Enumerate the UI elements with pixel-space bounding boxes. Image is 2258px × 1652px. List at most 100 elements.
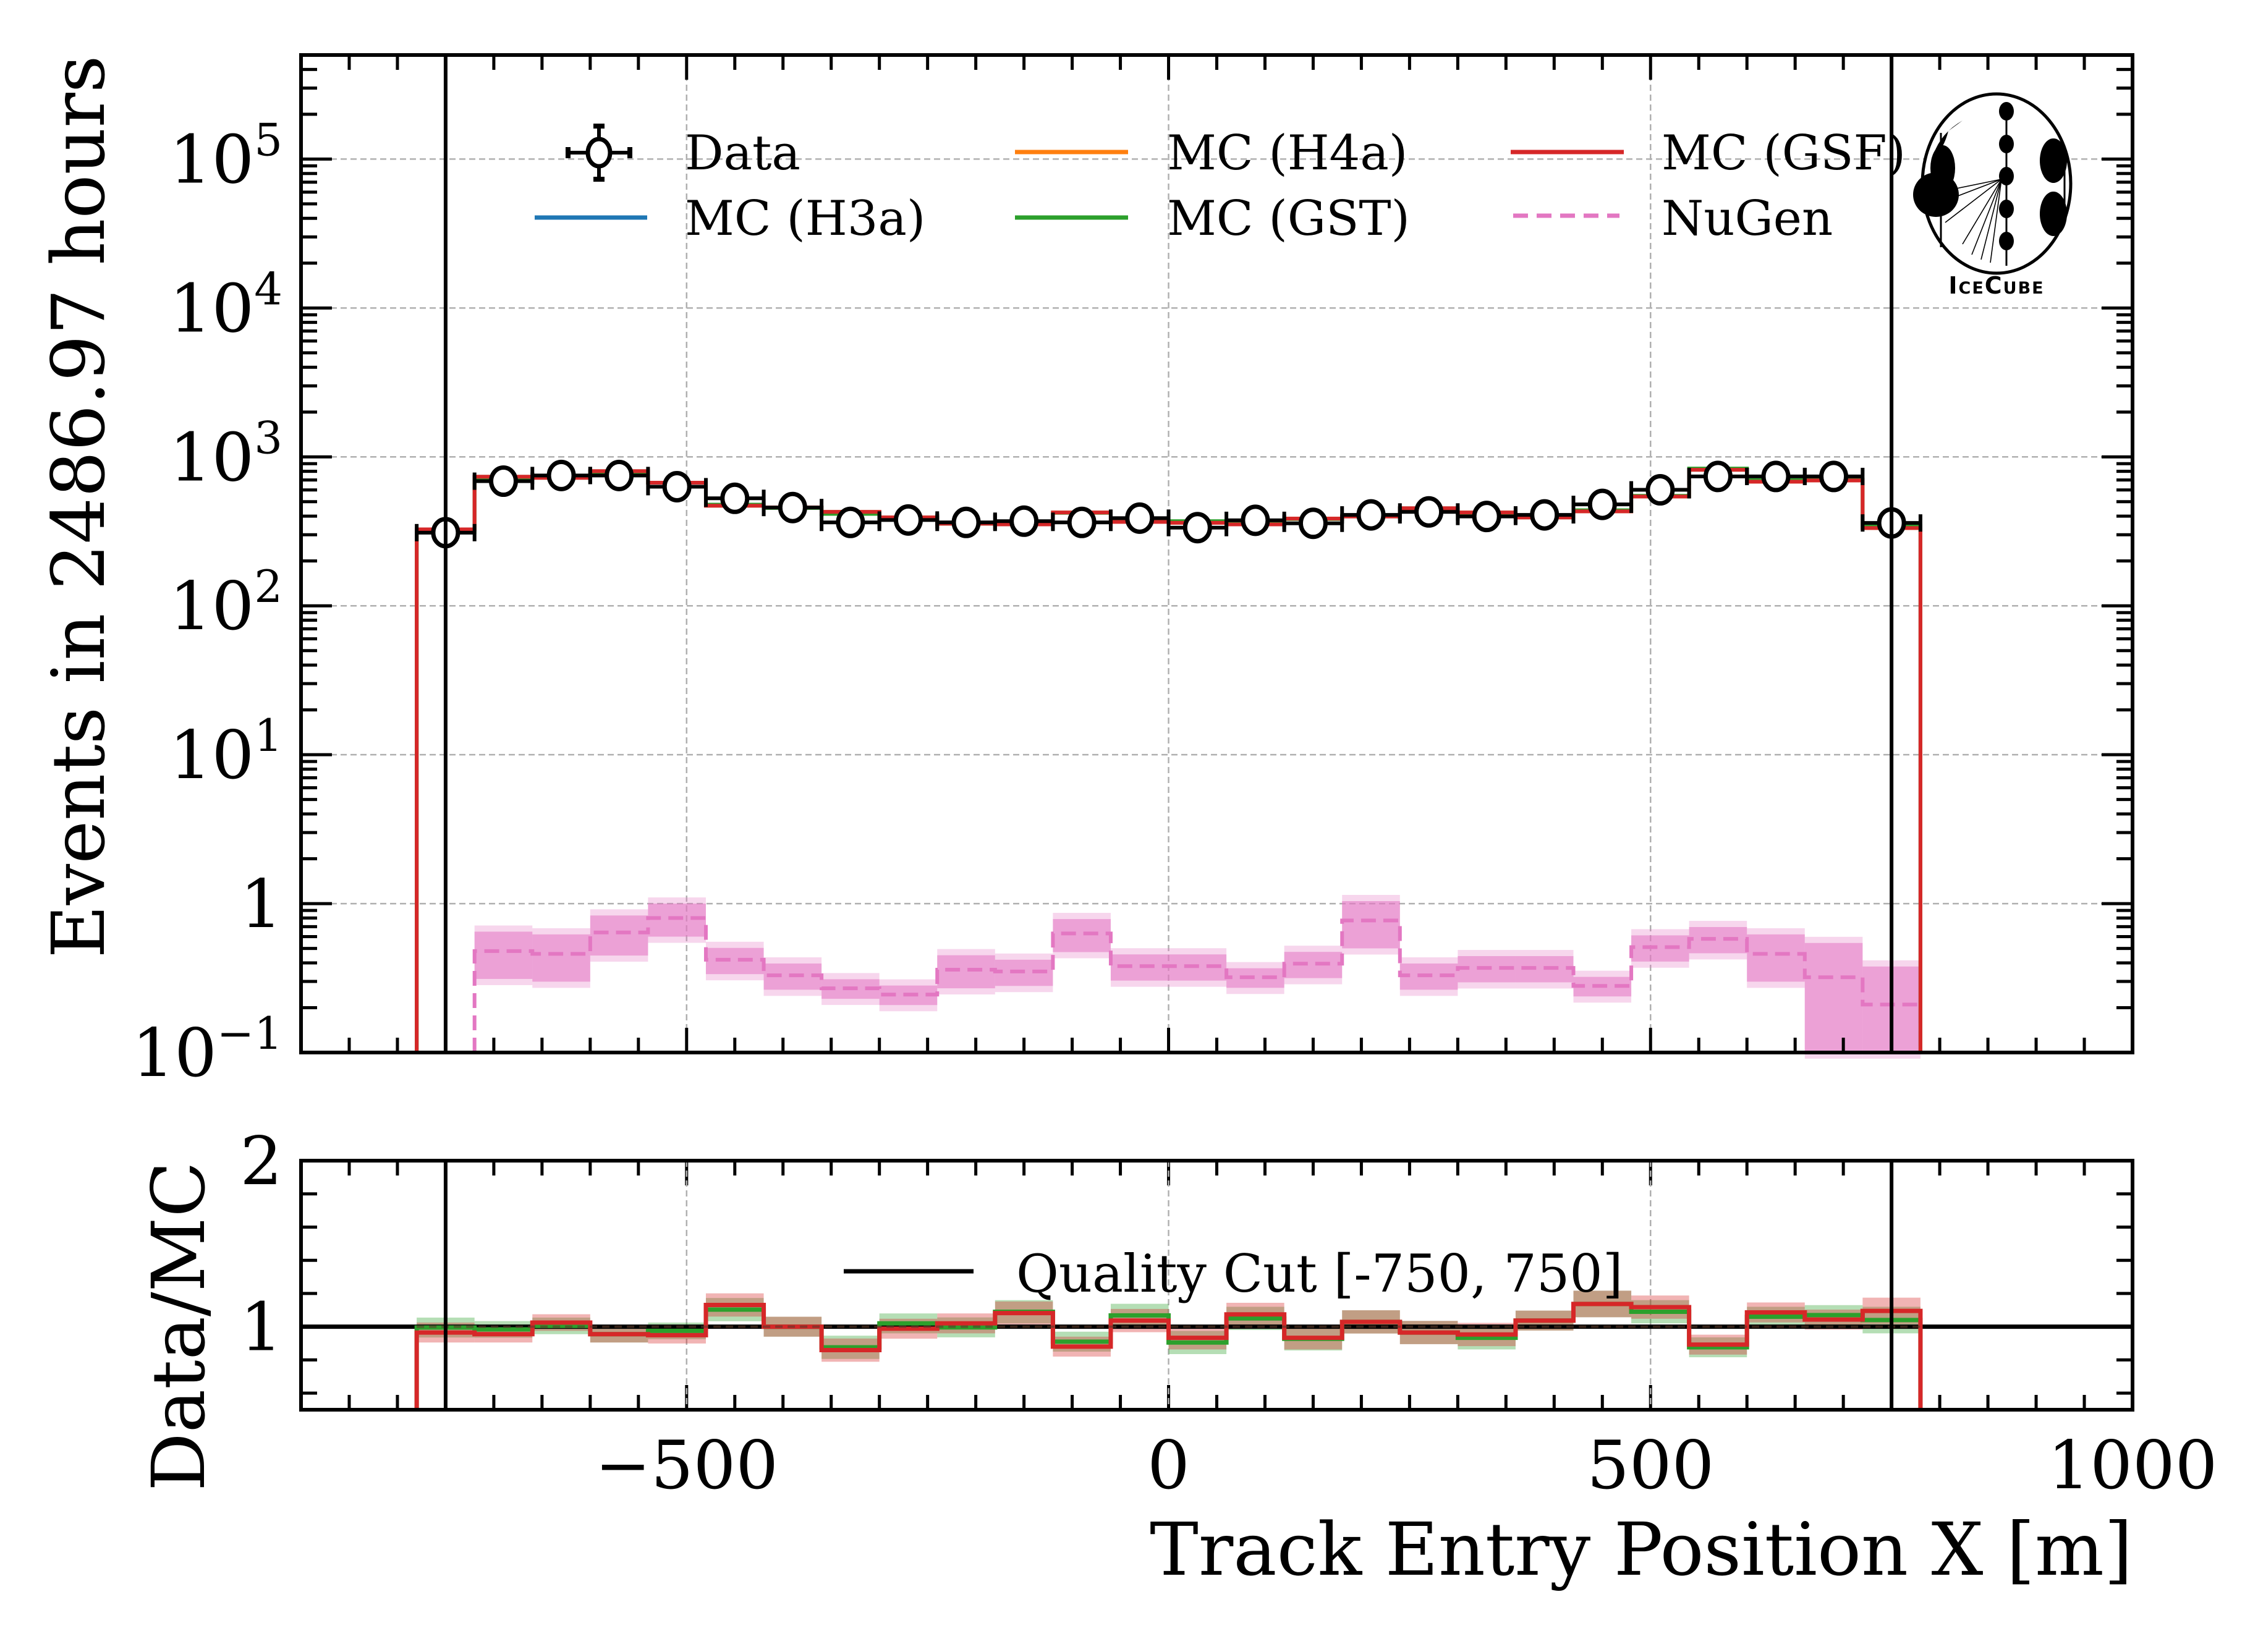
y-tick-label: 103 (169, 412, 282, 496)
data-point (762, 491, 824, 523)
data-point-marker (1125, 502, 1155, 534)
legend-label: Data (685, 125, 800, 181)
y-tick-label: 104 (169, 263, 282, 347)
data-point (588, 459, 650, 491)
ratio-y-axis-label: Data/MC (136, 1161, 221, 1491)
legend-label: MC (GST) (1167, 191, 1410, 247)
nugen-error-band (1747, 934, 1805, 982)
legend-item-mc-h3a: MC (H3a) (535, 191, 925, 247)
legend-label: MC (H4a) (1167, 125, 1407, 181)
data-point-marker (1819, 460, 1849, 493)
data-point (1571, 488, 1634, 520)
ratio-step-mcgsf (414, 1302, 1923, 1410)
y-tick-label: 10−1 (132, 1007, 282, 1092)
main-y-tick-labels: 10−1 1 101 102 103 104 105 (132, 114, 282, 1092)
legend-item-nugen: NuGen (1513, 191, 1833, 247)
legend-label: MC (H3a) (685, 191, 925, 247)
data-point-marker (1356, 499, 1386, 531)
icecube-logo: IceCube (1913, 92, 2073, 299)
y-tick-label: 101 (169, 710, 282, 794)
nugen-error-band (532, 934, 590, 982)
main-grid (301, 55, 2133, 1053)
x-tick-label: 500 (1587, 1427, 1714, 1504)
data-point-marker (951, 506, 981, 538)
data-point-marker (1472, 501, 1501, 533)
legend-item-quality-cut: Quality Cut [-750, 750] (844, 1243, 1623, 1304)
data-point-marker (1241, 504, 1270, 536)
data-point (1340, 499, 1402, 531)
y-tick-label: 1 (240, 866, 282, 943)
data-point-marker (1761, 460, 1791, 493)
data-point (1456, 501, 1517, 533)
icecube-logo-icon (1913, 92, 2073, 275)
data-point (1687, 460, 1749, 493)
legend-label: Quality Cut [-750, 750] (1016, 1243, 1623, 1304)
ratio-y-tick-label: 2 (240, 1123, 282, 1200)
nugen-error-band (1804, 942, 1863, 1053)
data-point (646, 470, 708, 502)
quality-cut-lines-ratio (443, 1161, 1894, 1410)
y-tick-label: 102 (169, 561, 282, 645)
data-point (1108, 502, 1171, 534)
x-axis-label: Track Entry Position X [m] (1150, 1507, 2133, 1592)
data-point-marker (662, 470, 692, 502)
data-point-marker (1645, 474, 1675, 506)
ratio-axes-frame (299, 1159, 2134, 1412)
nugen-error-band (937, 955, 995, 989)
quality-cut-lines-main (443, 55, 1894, 1053)
nugen-error-band (1342, 901, 1400, 949)
data-point-marker (778, 491, 807, 523)
data-point (1166, 512, 1229, 544)
data-point (703, 482, 766, 514)
nugen-step (472, 916, 1922, 1053)
data-point-marker (1009, 505, 1039, 537)
y-tick-label: 105 (169, 114, 282, 198)
legend-item-mc-gst: MC (GST) (1015, 191, 1410, 247)
data-point (472, 465, 535, 498)
main-error-bands (474, 895, 1921, 1059)
x-tick-label: 0 (1147, 1427, 1190, 1504)
nugen-error-band (1631, 935, 1689, 962)
data-point-marker (1067, 506, 1097, 538)
data-point (1398, 496, 1460, 528)
data-points (415, 459, 1922, 549)
legend-item-mc-gsf: MC (GSF) (1511, 125, 1906, 181)
data-point-marker (836, 506, 865, 538)
legend-item-mc-h4a: MC (H4a) (1015, 125, 1407, 181)
nugen-error-band (590, 915, 648, 956)
data-point-marker (1414, 496, 1444, 528)
data-point-marker (546, 459, 576, 491)
data-point-marker (488, 465, 518, 498)
ratio-grid (685, 1161, 1652, 1410)
data-point (993, 505, 1055, 537)
nugen-error-band (648, 904, 706, 937)
data-point-marker (1298, 507, 1328, 540)
data-point (1282, 507, 1344, 540)
icecube-logo-text: IceCube (1948, 272, 2044, 299)
data-point (1802, 460, 1865, 493)
nugen-error-band (1284, 952, 1343, 978)
data-point-marker (1530, 499, 1560, 531)
main-axes-frame (299, 53, 2134, 1054)
nugen-error-band (705, 947, 764, 975)
legend-item-data: Data (566, 124, 800, 182)
legend: Data MC (H3a) MC (H4a) MC (GST) MC (GSF)… (535, 124, 1906, 247)
legend-label: NuGen (1662, 191, 1833, 247)
nugen-error-band (1689, 926, 1747, 954)
ratio-y-tick-label: 1 (240, 1289, 282, 1366)
main-y-axis-label: Events in 2486.97 hours (36, 56, 121, 959)
x-tick-label: −500 (595, 1427, 778, 1504)
ratio-y-tick-labels: 12 (240, 1123, 282, 1366)
data-point (1513, 499, 1576, 531)
nugen-error-band (1053, 919, 1111, 952)
data-point-marker (605, 459, 634, 491)
ratio-histograms (414, 1302, 1923, 1410)
data-point-marker (1587, 488, 1617, 520)
x-tick-label: 1000 (2048, 1427, 2218, 1504)
data-point-marker (720, 482, 750, 514)
data-point (935, 506, 997, 538)
legend-data-marker-icon (566, 124, 632, 182)
x-tick-labels: −500 0 500 1000 (595, 1427, 2217, 1504)
main-ticks (301, 53, 2133, 1410)
